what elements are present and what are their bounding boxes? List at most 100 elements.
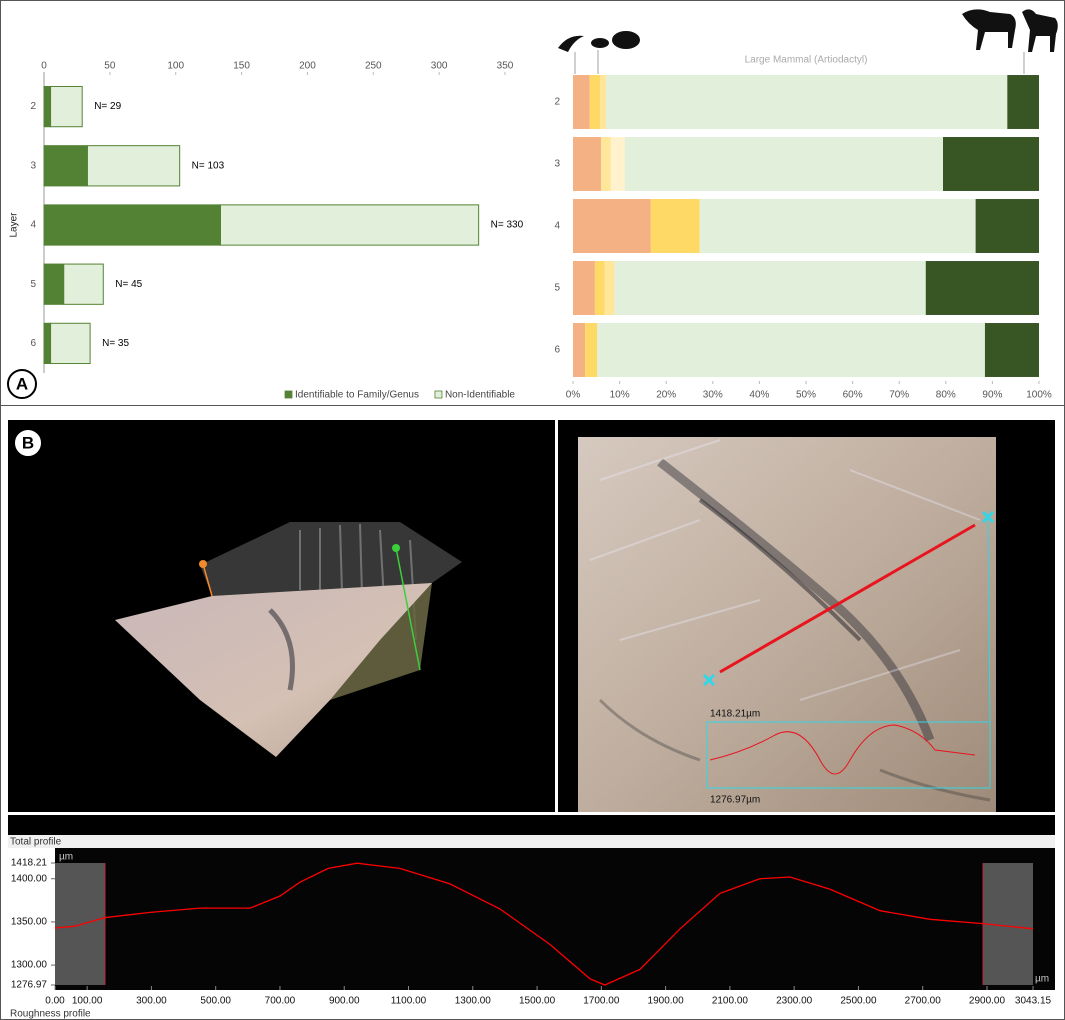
x-tick-label: 90%: [982, 390, 1002, 401]
photo: [578, 437, 996, 812]
x-tick-label: 10%: [610, 390, 630, 401]
panel-badge: [7, 369, 37, 399]
category-label: 5: [30, 279, 36, 290]
bar-segment: [699, 199, 976, 253]
y-unit: µm: [59, 852, 73, 863]
dark-spots: [598, 698, 991, 802]
x-unit: µm: [1035, 974, 1049, 985]
profile-plot: [55, 848, 1055, 990]
taxon-icons: [558, 9, 1058, 52]
x-tick-label: 1900.00: [648, 996, 685, 1007]
x-tick-label: 100: [167, 61, 184, 72]
roughness-title: Roughness profile: [10, 1009, 91, 1020]
bar-segment: [573, 323, 586, 377]
x-tick-label: 50: [104, 61, 116, 72]
guide-line: [987, 519, 991, 723]
x-tick-label: 1100.00: [391, 996, 427, 1007]
bar-segment: [589, 75, 601, 129]
x-tick-label: 2900.00: [969, 996, 1006, 1007]
x-tick-label: 0%: [566, 390, 581, 401]
x-tick-label: 500.00: [200, 996, 231, 1007]
groove: [698, 498, 862, 642]
bar-segment: [573, 261, 595, 315]
category-label: 3: [30, 160, 36, 171]
bar-segment: [600, 75, 607, 129]
x-tick-label: 30%: [703, 390, 723, 401]
bar-segment: [43, 145, 88, 187]
inset-curve: [709, 724, 976, 775]
x-tick-label: 100.00: [72, 996, 103, 1007]
bar-segment: [573, 199, 651, 253]
bar-segment: [594, 261, 605, 315]
cross-start: [702, 673, 716, 687]
bar-segment: [219, 204, 480, 246]
bar-segment: [925, 261, 1039, 315]
panel-label: B: [22, 433, 34, 452]
profile-line: [54, 862, 1034, 986]
x-tick-label: 100%: [1026, 390, 1052, 401]
category-label: 4: [554, 221, 560, 232]
legend-label: Non-Identifiable: [445, 390, 515, 401]
bar-segment: [86, 145, 181, 187]
bar-segment: [43, 322, 52, 365]
total-label: N= 29: [94, 101, 121, 112]
profile-inset: [706, 721, 991, 789]
x-tick-label: 40%: [749, 390, 769, 401]
strip: [359, 523, 363, 596]
cutoff-left: [55, 863, 105, 985]
bar-segment: [1007, 75, 1039, 129]
bird-icon: [558, 35, 584, 52]
x-tick-label: 0: [41, 61, 47, 72]
goat-icon: [1022, 9, 1058, 52]
x-tick-label: 0.00: [45, 996, 65, 1007]
x-tick-label: 80%: [936, 390, 956, 401]
inset-min-label: 1276.97µm: [710, 795, 760, 806]
measure-line: [719, 523, 976, 674]
x-tick-label: 150: [233, 61, 250, 72]
bar-segment: [43, 85, 52, 128]
x-tick-label: 3043.15: [1015, 996, 1052, 1007]
bar-segment: [573, 75, 590, 129]
marker-line: [395, 547, 421, 671]
bar-segment: [585, 323, 598, 377]
category-label: 5: [554, 283, 560, 294]
photo-texture: [589, 439, 991, 802]
x-tick-label: 200: [299, 61, 316, 72]
panel-label: A: [16, 374, 28, 393]
total-label: N= 35: [102, 338, 129, 349]
category-label: 6: [30, 338, 36, 349]
category-label: 2: [30, 101, 36, 112]
marker-start: [199, 560, 207, 568]
ram-icon: [962, 9, 1016, 50]
x-tick-label: 60%: [843, 390, 863, 401]
legend-swatch: [434, 390, 443, 399]
x-tick-label: 2700.00: [905, 996, 942, 1007]
x-tick-label: 1700.00: [583, 996, 620, 1007]
bar-segment: [610, 137, 625, 191]
bar-segment: [975, 199, 1039, 253]
x-tick-label: 1500.00: [519, 996, 556, 1007]
x-tick-label: 70%: [889, 390, 909, 401]
toolbar: [8, 815, 1055, 835]
category-label: 2: [554, 97, 560, 108]
category-label: 6: [554, 345, 560, 356]
strip: [339, 524, 343, 593]
y-tick-label: 1350.00: [11, 917, 48, 928]
bar-segment: [43, 263, 65, 305]
annotation: Large Mammal (Artiodactyl): [745, 55, 868, 66]
bar-segment: [984, 323, 1039, 377]
x-tick-label: 250: [365, 61, 382, 72]
surface: [115, 583, 432, 757]
icon-leaders: [574, 50, 1025, 74]
profile-title: Total profile: [10, 837, 62, 848]
hedgehog-icon: [612, 31, 640, 49]
bar-segment: [606, 75, 1008, 129]
x-tick-label: 2500.00: [840, 996, 877, 1007]
x-tick-label: 50%: [796, 390, 816, 401]
x-tick-label: 900.00: [329, 996, 360, 1007]
inset-max-label: 1418.21µm: [710, 709, 760, 720]
bar-segment: [600, 137, 611, 191]
x-tick-label: 700.00: [265, 996, 296, 1007]
marker-line: [202, 563, 213, 597]
section-plane: [200, 522, 462, 596]
